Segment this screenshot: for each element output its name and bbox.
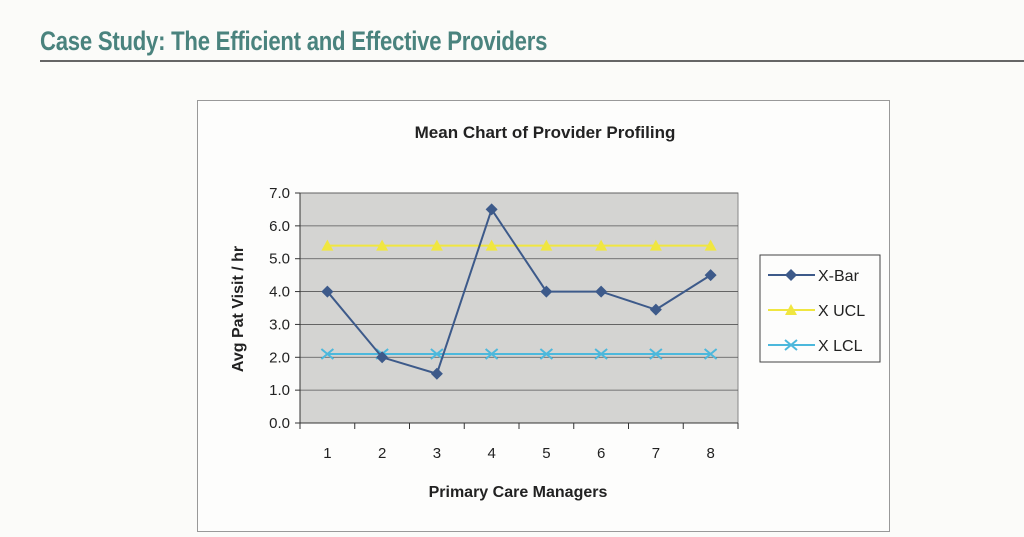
x-bar-line <box>326 207 712 375</box>
x-ucl-point <box>430 239 443 251</box>
x-bar-point <box>704 269 717 282</box>
x-ucl-point <box>704 239 717 251</box>
x-tick-label: 7 <box>652 445 660 462</box>
x-tick-label: 3 <box>433 445 441 462</box>
x-ucl-point <box>485 239 498 251</box>
y-tick-label: 5.0 <box>269 251 290 268</box>
x-tick-label: 6 <box>597 445 605 462</box>
legend-label: X UCL <box>818 303 865 320</box>
x-lcl-point <box>484 348 499 360</box>
x-lcl-point <box>649 348 663 360</box>
legend-label: X LCL <box>818 338 863 355</box>
y-tick-label: 0.0 <box>269 415 290 432</box>
plot-area <box>299 192 739 424</box>
x-bar-point <box>595 285 608 298</box>
legend-marker <box>785 304 797 315</box>
y-tick-label: 6.0 <box>269 218 290 235</box>
legend-label: X-Bar <box>818 268 860 285</box>
x-ucl-point <box>321 239 334 251</box>
x-tick-label: 4 <box>487 445 495 462</box>
x-tick-label: 8 <box>706 445 714 462</box>
x-lcl-point <box>703 348 718 360</box>
x-axis-label: Primary Care Managers <box>429 484 608 501</box>
x-lcl-point <box>594 348 608 360</box>
y-tick-label: 7.0 <box>269 185 290 202</box>
x-lcl-point <box>320 348 335 360</box>
y-tick-label: 4.0 <box>269 284 290 301</box>
legend: X-Bar X UCL X LCL <box>759 254 881 363</box>
x-lcl-point <box>430 348 444 360</box>
title-rule <box>40 60 1024 62</box>
x-ucl-point <box>595 239 608 251</box>
x-ucl-point <box>540 239 553 251</box>
x-bar-point <box>376 351 389 364</box>
x-lcl-point <box>539 348 554 360</box>
x-bar-point <box>485 203 498 216</box>
legend-marker <box>785 269 797 281</box>
x-bar-point <box>649 303 662 316</box>
y-tick-label: 2.0 <box>269 349 290 366</box>
y-axis-label: Avg Pat Visit / hr <box>230 246 247 372</box>
x-bar-point <box>430 367 443 380</box>
y-tick-label: 3.0 <box>269 316 290 333</box>
x-tick-label: 1 <box>323 445 331 462</box>
x-tick-label: 2 <box>378 445 386 462</box>
chart-title: Mean Chart of Provider Profiling <box>415 123 676 142</box>
x-ucl-point <box>376 239 389 251</box>
x-ucl-point <box>649 239 662 251</box>
x-bar-point <box>540 285 553 298</box>
document-title: Case Study: The Efficient and Effective … <box>40 26 548 56</box>
y-tick-label: 1.0 <box>269 382 290 399</box>
x-bar-point <box>321 285 334 298</box>
x-tick-label: 5 <box>542 445 550 462</box>
legend-marker <box>784 339 798 351</box>
